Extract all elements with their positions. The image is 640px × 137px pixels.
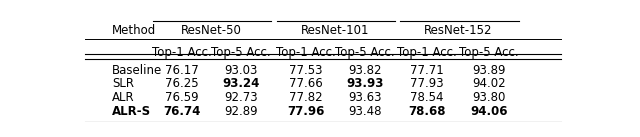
Text: 93.48: 93.48 (348, 105, 382, 118)
Text: 77.82: 77.82 (289, 91, 323, 104)
Text: SLR: SLR (112, 77, 134, 90)
Text: 76.25: 76.25 (165, 77, 198, 90)
Text: 93.80: 93.80 (472, 91, 506, 104)
Text: 77.71: 77.71 (410, 64, 444, 77)
Text: 78.68: 78.68 (408, 105, 446, 118)
Text: 93.63: 93.63 (348, 91, 382, 104)
Text: 76.59: 76.59 (165, 91, 198, 104)
Text: 93.03: 93.03 (225, 64, 258, 77)
Text: 76.74: 76.74 (163, 105, 200, 118)
Text: ResNet-50: ResNet-50 (181, 24, 242, 37)
Text: Top-5 Acc.: Top-5 Acc. (460, 46, 519, 59)
Text: 77.53: 77.53 (289, 64, 323, 77)
Text: 93.89: 93.89 (472, 64, 506, 77)
Text: 93.82: 93.82 (348, 64, 382, 77)
Text: ALR-S: ALR-S (112, 105, 152, 118)
Text: ResNet-152: ResNet-152 (424, 24, 493, 37)
Text: 93.24: 93.24 (223, 77, 260, 90)
Text: Top-1 Acc.: Top-1 Acc. (152, 46, 212, 59)
Text: Top-5 Acc.: Top-5 Acc. (335, 46, 395, 59)
Text: Method: Method (112, 24, 157, 37)
Text: 94.02: 94.02 (472, 77, 506, 90)
Text: 78.54: 78.54 (410, 91, 444, 104)
Text: 92.89: 92.89 (225, 105, 258, 118)
Text: Top-5 Acc.: Top-5 Acc. (211, 46, 271, 59)
Text: 94.06: 94.06 (470, 105, 508, 118)
Text: Baseline: Baseline (112, 64, 163, 77)
Text: 77.96: 77.96 (287, 105, 324, 118)
Text: 77.93: 77.93 (410, 77, 444, 90)
Text: 93.93: 93.93 (346, 77, 384, 90)
Text: ALR: ALR (112, 91, 135, 104)
Text: ResNet-101: ResNet-101 (301, 24, 370, 37)
Text: 77.66: 77.66 (289, 77, 323, 90)
Text: 76.17: 76.17 (165, 64, 198, 77)
Text: Top-1 Acc.: Top-1 Acc. (397, 46, 457, 59)
Text: Top-1 Acc.: Top-1 Acc. (276, 46, 335, 59)
Text: 92.73: 92.73 (225, 91, 258, 104)
